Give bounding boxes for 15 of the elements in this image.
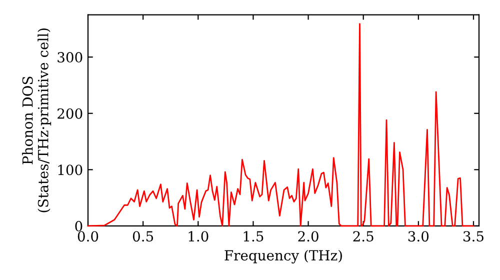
- x-tick-label: 2.5: [353, 231, 374, 242]
- x-tick-label: 0.5: [132, 231, 154, 242]
- y-tick-label: 300: [58, 52, 82, 63]
- line-series: [87, 23, 474, 227]
- y-tick-label: 200: [58, 108, 82, 119]
- x-tick-label: 1.0: [188, 231, 208, 242]
- x-tick-label: 3.5: [464, 231, 484, 242]
- y-tick-label: 0: [75, 220, 82, 232]
- x-tick-label: 3.0: [408, 231, 429, 242]
- x-tick-label: 2.0: [298, 231, 318, 242]
- y-axis-title: Phonon DOS (States/THz·primitive cell): [22, 28, 52, 212]
- x-tick-label: 0.0: [78, 231, 98, 242]
- x-tick-label: 1.5: [244, 231, 264, 242]
- x-axis-title: Frequency (THz): [224, 250, 342, 264]
- y-tick-label: 100: [58, 164, 82, 176]
